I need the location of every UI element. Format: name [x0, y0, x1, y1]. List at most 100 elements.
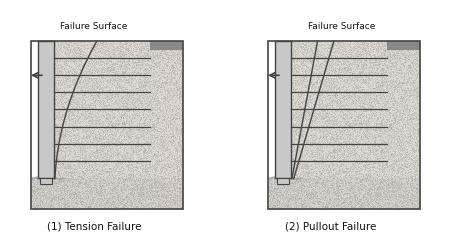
- Point: [405, 188, 413, 192]
- Point: [129, 174, 137, 178]
- Point: [49, 187, 57, 191]
- Point: [37, 186, 45, 190]
- Point: [151, 50, 158, 54]
- Point: [383, 194, 391, 198]
- Point: [116, 115, 124, 119]
- Point: [318, 158, 326, 162]
- Point: [331, 168, 339, 172]
- Point: [100, 79, 108, 82]
- Point: [290, 103, 297, 107]
- Point: [148, 51, 155, 55]
- Point: [102, 52, 109, 55]
- Point: [105, 206, 112, 209]
- Point: [289, 171, 296, 175]
- Point: [299, 60, 306, 64]
- Point: [53, 67, 60, 71]
- Point: [75, 180, 82, 184]
- Point: [290, 129, 297, 132]
- Point: [78, 111, 85, 115]
- Point: [383, 152, 390, 155]
- Point: [64, 132, 72, 136]
- Point: [292, 131, 299, 135]
- Point: [137, 82, 145, 86]
- Point: [147, 83, 155, 87]
- Point: [36, 178, 44, 182]
- Point: [346, 95, 354, 99]
- Point: [117, 162, 125, 166]
- Point: [398, 164, 406, 168]
- Point: [28, 194, 36, 197]
- Point: [350, 151, 357, 154]
- Point: [368, 203, 376, 206]
- Point: [369, 145, 376, 149]
- Point: [136, 142, 144, 146]
- Point: [353, 141, 360, 145]
- Point: [169, 181, 176, 185]
- Point: [339, 52, 347, 56]
- Point: [415, 62, 423, 65]
- Point: [388, 177, 395, 181]
- Point: [356, 90, 363, 94]
- Point: [69, 86, 77, 89]
- Point: [347, 180, 355, 184]
- Point: [74, 110, 82, 114]
- Point: [91, 57, 99, 60]
- Point: [79, 148, 86, 152]
- Point: [294, 92, 302, 96]
- Point: [144, 71, 152, 75]
- Point: [334, 142, 342, 146]
- Point: [152, 52, 160, 56]
- Point: [401, 135, 409, 139]
- Point: [146, 63, 154, 67]
- Point: [98, 110, 106, 114]
- Point: [340, 95, 348, 99]
- Point: [153, 95, 161, 99]
- Point: [177, 128, 184, 132]
- Point: [343, 43, 350, 47]
- Point: [403, 78, 410, 81]
- Point: [380, 79, 388, 83]
- Point: [73, 118, 80, 122]
- Point: [65, 140, 73, 144]
- Point: [416, 175, 424, 179]
- Point: [380, 43, 388, 47]
- Point: [123, 133, 131, 137]
- Point: [121, 53, 128, 57]
- Point: [350, 117, 357, 121]
- Point: [415, 163, 423, 167]
- Point: [126, 173, 134, 176]
- Point: [353, 103, 360, 107]
- Point: [386, 147, 393, 150]
- Point: [354, 162, 362, 166]
- Point: [319, 194, 326, 198]
- Point: [292, 200, 299, 204]
- Point: [403, 68, 411, 72]
- Point: [176, 97, 183, 101]
- Point: [384, 55, 392, 59]
- Point: [356, 104, 364, 108]
- Point: [109, 191, 117, 195]
- Point: [357, 119, 365, 123]
- Point: [77, 59, 84, 62]
- Point: [125, 115, 133, 119]
- Point: [63, 166, 70, 170]
- Point: [350, 165, 358, 169]
- Point: [415, 121, 423, 125]
- Point: [307, 135, 315, 139]
- Point: [334, 202, 342, 206]
- Point: [97, 117, 104, 120]
- Point: [80, 155, 88, 159]
- Point: [309, 179, 317, 183]
- Point: [141, 81, 148, 85]
- Point: [311, 64, 319, 68]
- Point: [65, 126, 73, 130]
- Point: [173, 66, 181, 70]
- Point: [415, 100, 423, 104]
- Point: [335, 98, 342, 102]
- Point: [117, 114, 124, 118]
- Point: [352, 105, 359, 109]
- Point: [314, 187, 321, 191]
- Point: [113, 92, 121, 96]
- Point: [108, 110, 115, 114]
- Point: [316, 47, 324, 51]
